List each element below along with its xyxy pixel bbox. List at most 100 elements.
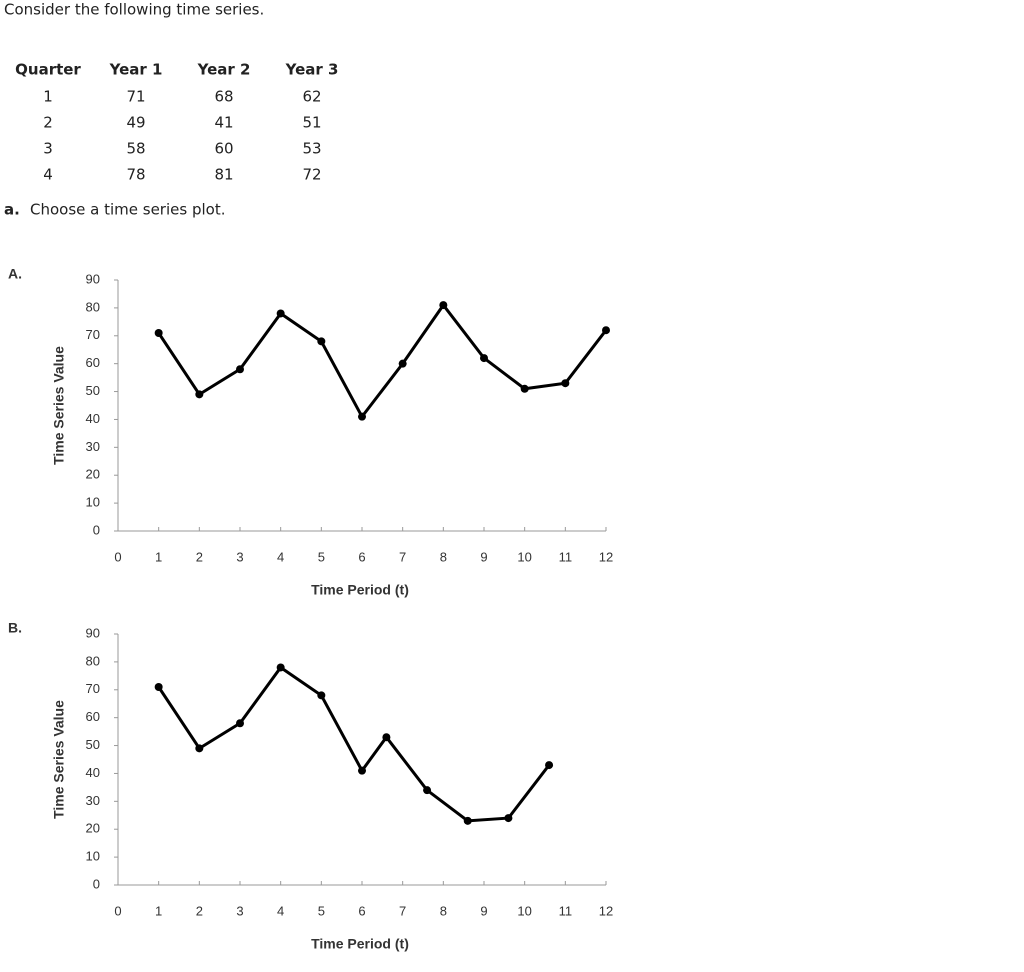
table-header: Year 1: [109, 61, 163, 79]
data-point: [195, 390, 204, 399]
x-tick-label: 2: [196, 903, 203, 918]
table-cell: 1: [43, 88, 53, 106]
y-tick-label: 30: [86, 793, 100, 808]
x-tick-label: 6: [358, 549, 365, 564]
data-point: [358, 412, 366, 421]
y-tick-label: 10: [86, 495, 100, 510]
x-axis-label: Time Period (t): [311, 936, 409, 952]
y-tick-label: 70: [86, 327, 100, 342]
series-line: [157, 302, 608, 420]
x-tick-label: 7: [399, 903, 406, 918]
y-tick-label: 40: [86, 411, 100, 426]
data-point: [317, 691, 326, 700]
data-point: [504, 814, 513, 823]
table-header: Year 2: [197, 61, 251, 79]
data-point: [480, 354, 488, 363]
y-tick-label: 40: [86, 765, 100, 780]
table-header: Quarter: [15, 61, 81, 79]
table-cell: 53: [302, 140, 321, 158]
table-cell: 51: [302, 114, 321, 132]
x-tick-label: 12: [599, 903, 613, 918]
table-cell: 58: [126, 140, 145, 158]
y-tick-label: 50: [86, 737, 100, 752]
table-cell: 4: [43, 166, 53, 184]
table-cell: 68: [214, 88, 233, 106]
table-cell: 72: [302, 166, 321, 184]
x-tick-label: 12: [599, 549, 613, 564]
x-tick-label: 1: [155, 903, 162, 918]
table-cell: 60: [214, 140, 233, 158]
y-tick-label: 80: [86, 299, 100, 314]
data-point: [195, 744, 204, 753]
x-tick-label: 10: [517, 549, 531, 564]
x-tick-label: 0: [114, 903, 121, 918]
y-tick-label: 70: [86, 681, 100, 696]
table-cell: 41: [214, 114, 233, 132]
table-cell: 81: [214, 166, 233, 184]
y-tick-label: 60: [86, 709, 100, 724]
option-label: B.: [8, 620, 22, 636]
x-tick-label: 11: [559, 549, 573, 564]
x-tick-label: 5: [318, 903, 325, 918]
question-label: a.: [4, 201, 20, 219]
y-tick-label: 60: [86, 355, 100, 370]
data-point: [276, 309, 285, 318]
data-point: [398, 359, 407, 368]
table-cell: 62: [302, 88, 321, 106]
y-tick-label: 10: [86, 849, 100, 864]
y-axis-label: Time Series Value: [51, 346, 67, 465]
y-tick-label: 90: [86, 271, 100, 286]
x-tick-label: 8: [440, 903, 447, 918]
data-point: [236, 719, 244, 728]
x-tick-label: 7: [399, 549, 406, 564]
y-tick-label: 20: [86, 467, 100, 482]
x-tick-label: 9: [480, 903, 487, 918]
y-tick-label: 50: [86, 383, 100, 398]
x-tick-label: 9: [480, 549, 487, 564]
x-tick-label: 6: [358, 903, 365, 918]
question-text: Choose a time series plot.: [30, 201, 225, 219]
data-point: [317, 337, 326, 346]
x-tick-label: 11: [559, 903, 573, 918]
data-point: [520, 384, 529, 393]
table-cell: 49: [126, 114, 145, 132]
data-point: [545, 761, 554, 770]
table-cell: 3: [43, 140, 53, 158]
x-tick-label: 4: [277, 903, 284, 918]
data-point: [561, 379, 570, 388]
data-point: [154, 328, 163, 337]
x-tick-label: 5: [318, 549, 325, 564]
intro: Consider the following time series.: [4, 1, 264, 19]
data-point: [276, 663, 285, 672]
x-axis-label: Time Period (t): [311, 582, 409, 598]
x-tick-label: 0: [114, 549, 121, 564]
y-tick-label: 0: [93, 522, 100, 537]
table-cell: 78: [126, 166, 145, 184]
x-tick-label: 3: [236, 549, 243, 564]
y-tick-label: 20: [86, 821, 100, 836]
data-point: [439, 301, 448, 310]
x-tick-label: 4: [277, 549, 284, 564]
y-tick-label: 0: [93, 876, 100, 891]
x-tick-label: 10: [517, 903, 531, 918]
data-point: [602, 326, 610, 335]
table-cell: 2: [43, 114, 53, 132]
table-cell: 71: [126, 88, 145, 106]
table-header: Year 3: [285, 61, 339, 79]
data-point: [236, 365, 244, 374]
data-point: [463, 816, 472, 825]
x-tick-label: 3: [236, 903, 243, 918]
data-point: [154, 682, 163, 691]
data-point: [358, 766, 366, 775]
data-point: [423, 786, 432, 795]
data-point: [382, 733, 391, 742]
option-label: A.: [8, 266, 22, 282]
y-tick-label: 80: [86, 653, 100, 668]
y-tick-label: 30: [86, 439, 100, 454]
x-tick-label: 8: [440, 549, 447, 564]
y-axis-label: Time Series Value: [51, 700, 67, 819]
x-tick-label: 2: [196, 549, 203, 564]
y-tick-label: 90: [86, 625, 100, 640]
x-tick-label: 1: [155, 549, 162, 564]
